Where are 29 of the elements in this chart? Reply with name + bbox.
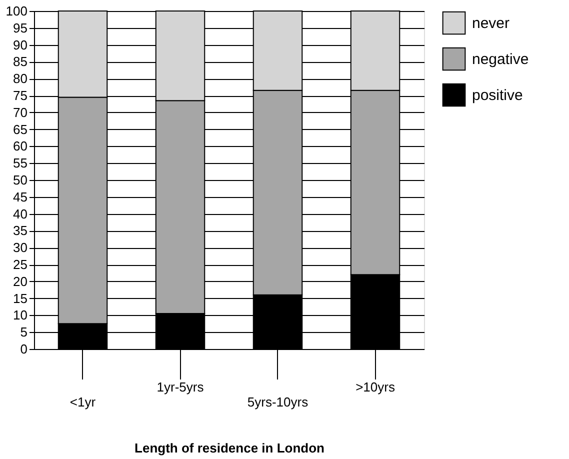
legend-label: negative [472, 51, 529, 68]
x-axis-title: Length of residence in London [134, 440, 325, 456]
y-tick-label: 20 [13, 274, 28, 289]
x-tick-label: 5yrs-10yrs [247, 394, 309, 410]
y-tick-label: 30 [13, 240, 28, 256]
x-tick-label: 1yr-5yrs [156, 380, 204, 394]
y-tick-label: 55 [13, 156, 28, 171]
y-tick-label: 0 [20, 342, 28, 356]
y-tick-label: 85 [13, 54, 28, 70]
y-tick-label: 60 [13, 138, 28, 154]
y-tick-label: 65 [13, 122, 28, 137]
x-tick-label: >10yrs [356, 380, 396, 394]
y-tick-label: 70 [13, 104, 28, 120]
y-tick-label: 10 [13, 308, 28, 323]
y-tick-label: 25 [13, 257, 28, 272]
y-tick-label: 50 [13, 172, 28, 188]
y-tick-label: 5 [20, 324, 28, 340]
y-tick-label: 100 [6, 4, 28, 18]
x-tick-label: <1yr [70, 394, 96, 410]
y-tick-label: 40 [13, 206, 28, 222]
legend-label: never [472, 15, 510, 32]
legend-label: positive [472, 87, 523, 104]
y-tick-label: 15 [13, 290, 28, 306]
y-tick-label: 35 [13, 223, 28, 238]
y-tick-label: 95 [13, 20, 28, 36]
y-tick-label: 75 [13, 88, 28, 103]
y-tick-label: 80 [13, 71, 28, 86]
y-tick-label: 90 [13, 37, 28, 52]
y-tick-label: 45 [13, 189, 28, 204]
